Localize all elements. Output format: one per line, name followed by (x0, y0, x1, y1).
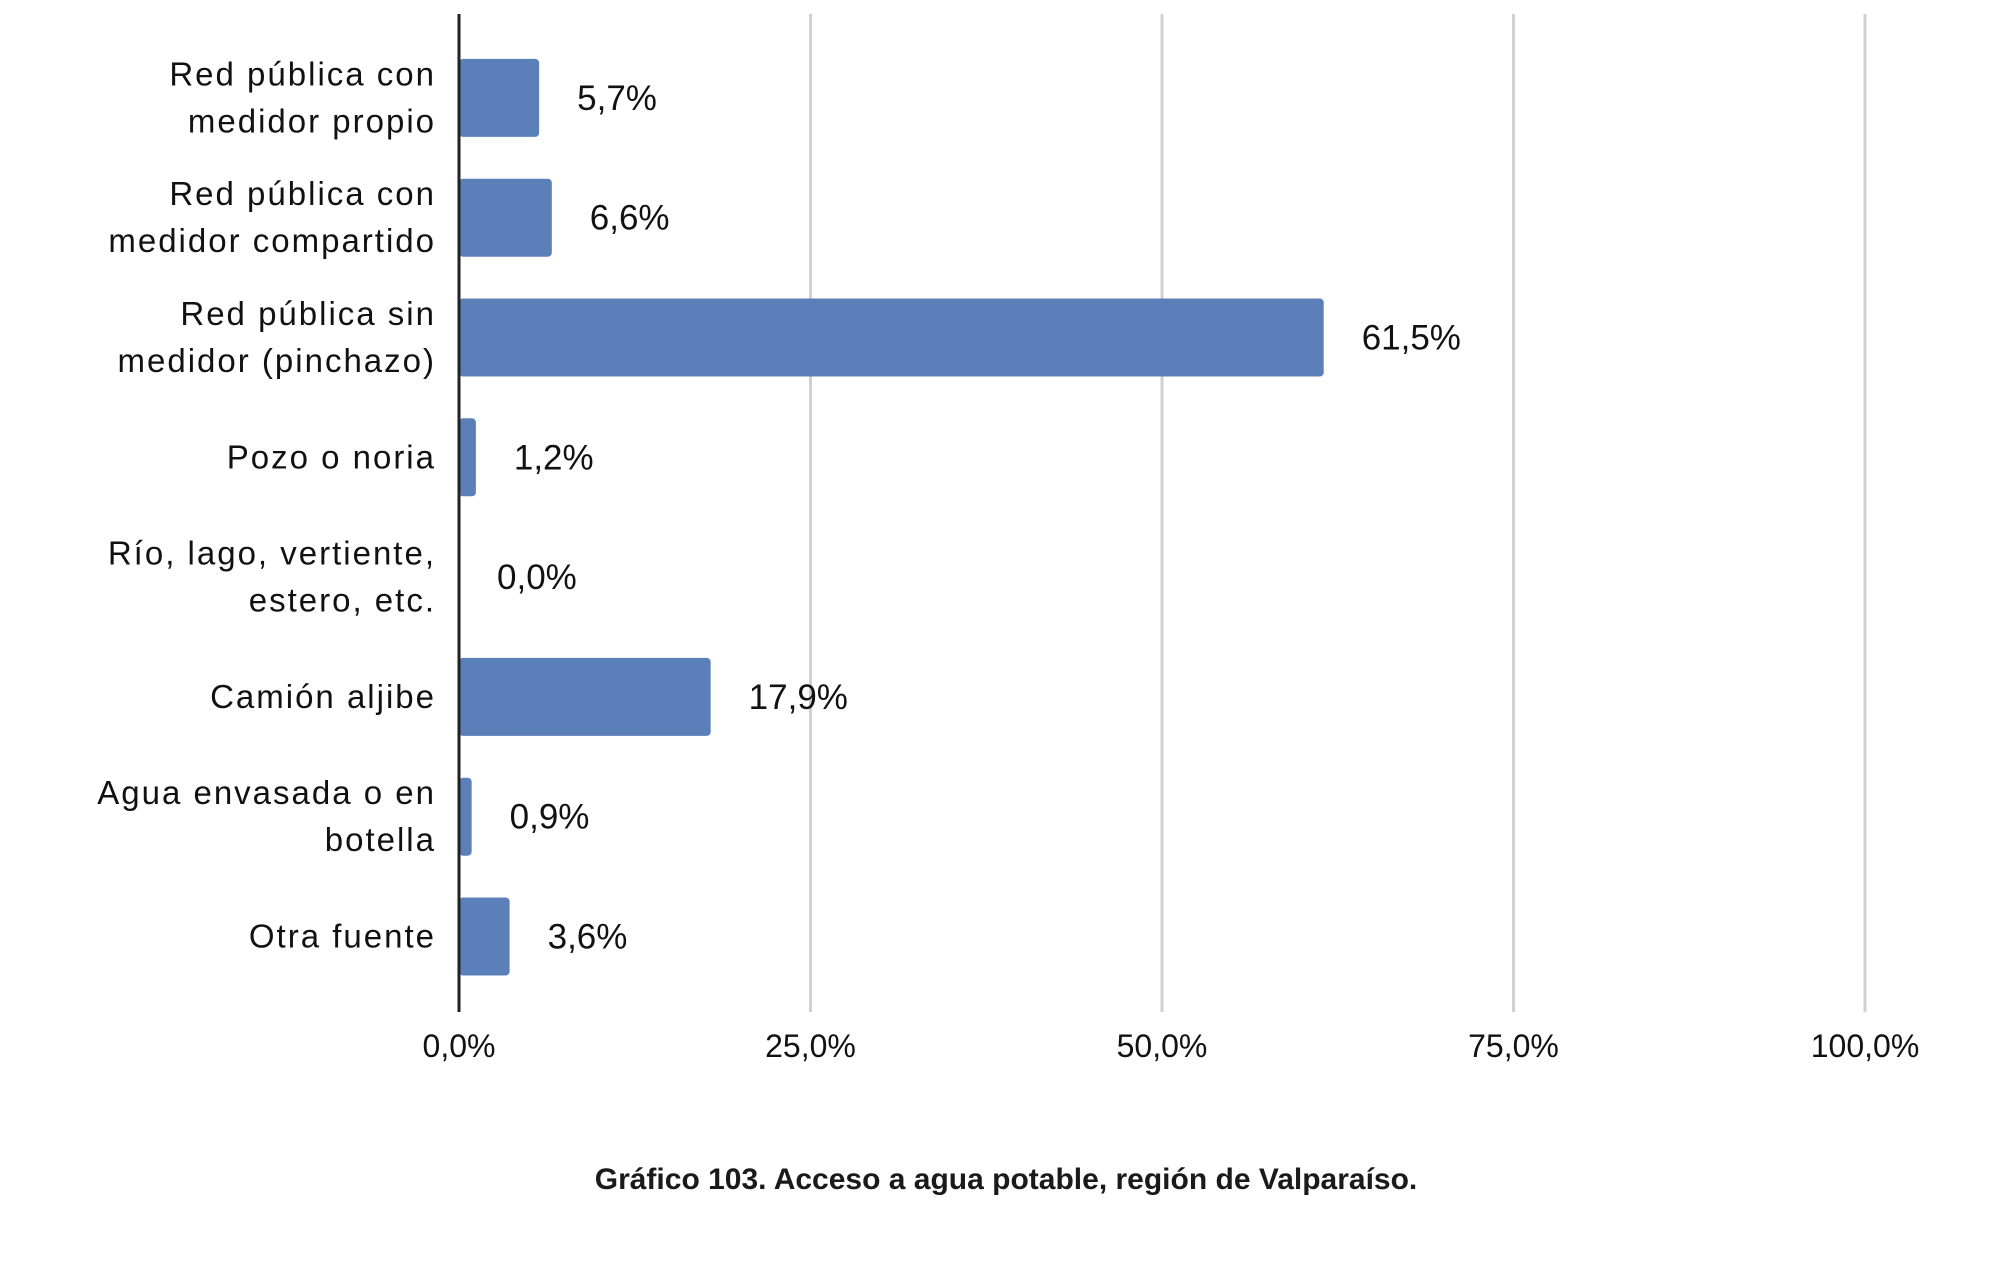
data-label: 1,2% (514, 438, 594, 477)
bar (459, 777, 472, 856)
bar (459, 178, 552, 257)
category-label-line: Agua envasada o en (97, 774, 436, 811)
bar (459, 897, 510, 976)
category-label-line: Camión aljibe (210, 678, 436, 715)
bar (459, 418, 476, 497)
category-label-line: botella (325, 821, 436, 858)
category-label-line: Río, lago, vertiente, (108, 535, 436, 572)
data-label: 5,7% (577, 79, 657, 118)
bar (459, 58, 540, 137)
bars (459, 58, 1324, 976)
category-label: Red pública con medidor compartido (108, 175, 436, 259)
category-label-line: medidor compartido (108, 222, 436, 259)
category-label: Otra fuente (249, 918, 436, 955)
labels: 0,0% 25,0% 50,0% 75,0% 100,0% 5,7% Red pública… (97, 55, 1919, 1064)
data-label: 3,6% (548, 918, 628, 957)
category-label: Red pública sin medidor (pinchazo) (118, 295, 436, 379)
x-tick-label: 50,0% (1117, 1028, 1208, 1064)
data-label: 0,9% (510, 798, 590, 837)
category-label-line: medidor propio (188, 102, 436, 139)
x-tick-label: 0,0% (423, 1028, 496, 1064)
data-label: 6,6% (590, 199, 670, 238)
x-tick-label: 25,0% (765, 1028, 856, 1064)
category-label-line: estero, etc. (249, 582, 436, 619)
x-tick-label: 75,0% (1468, 1028, 1559, 1064)
data-label: 17,9% (749, 678, 848, 717)
category-label: Camión aljibe (210, 678, 436, 715)
category-label: Río, lago, vertiente, estero, etc. (108, 535, 436, 619)
category-label: Pozo o noria (227, 438, 436, 475)
chart-caption: Gráfico 103. Acceso a agua potable, regi… (594, 1163, 1418, 1196)
category-label-line: medidor (pinchazo) (118, 342, 436, 379)
category-label-line: Otra fuente (249, 918, 436, 955)
category-label: Red pública con medidor propio (169, 55, 436, 139)
data-label: 61,5% (1362, 319, 1461, 358)
x-tick-label: 100,0% (1811, 1028, 1920, 1064)
gridlines (809, 14, 1867, 1012)
category-label-line: Red pública con (169, 55, 436, 92)
category-label-line: Red pública sin (180, 295, 436, 332)
data-label: 0,0% (497, 558, 577, 597)
category-label: Agua envasada o en botella (97, 774, 436, 858)
bar (459, 298, 1324, 377)
category-label-line: Pozo o noria (227, 438, 436, 475)
bar (459, 657, 711, 736)
category-label-line: Red pública con (169, 175, 436, 212)
